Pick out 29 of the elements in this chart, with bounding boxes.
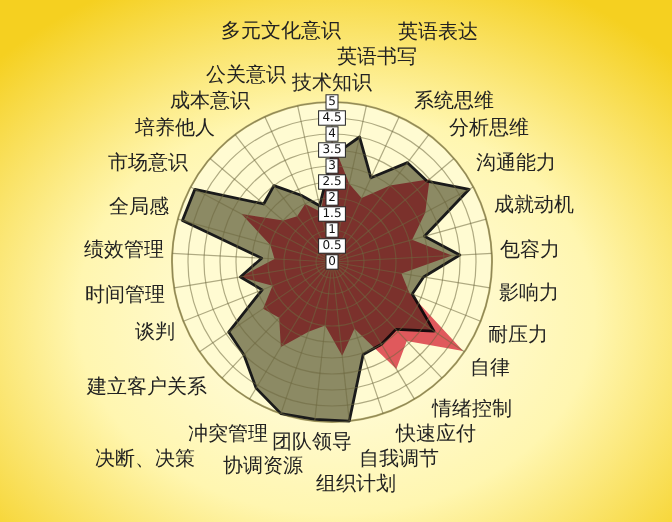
spoke-label: 成就动机 [494,192,575,217]
spoke-label: 影响力 [498,281,559,306]
spoke-label: 包容力 [500,238,561,263]
spoke-label: 自律 [470,356,511,381]
spoke-label: 情绪控制 [430,396,513,421]
spoke-label: 系统思维 [413,89,494,114]
spoke-label: 自我调节 [358,446,439,471]
spoke-label: 沟通能力 [476,151,557,176]
spoke-label: 全局感 [109,195,170,220]
spoke-label: 建立客户关系 [84,374,207,399]
spoke-label: 组织计划 [316,472,397,497]
spoke-label: 英语表达 [398,19,479,44]
spoke-label: 决断、决策 [94,446,195,471]
spoke-label: 分析思维 [448,115,529,140]
spoke-label: 快速应付 [394,422,477,447]
spoke-label: 谈判 [134,319,175,344]
spoke-label: 团队领导 [272,430,353,455]
spoke-label: 技术知识 [290,71,372,95]
spoke-label: 市场意识 [107,151,188,176]
spoke-label: 多元文化意识 [221,19,342,44]
spoke-label: 耐压力 [487,323,548,348]
spoke-label: 英语书写 [336,45,417,70]
spoke-label: 冲突管理 [187,422,268,447]
spoke-label: 公关意识 [206,63,287,88]
spoke-label: 培养他人 [133,115,216,140]
spoke-label: 时间管理 [85,282,166,307]
spoke-label: 成本意识 [170,89,251,114]
spoke-label: 协调资源 [222,454,303,479]
spoke-label: 绩效管理 [83,237,164,262]
